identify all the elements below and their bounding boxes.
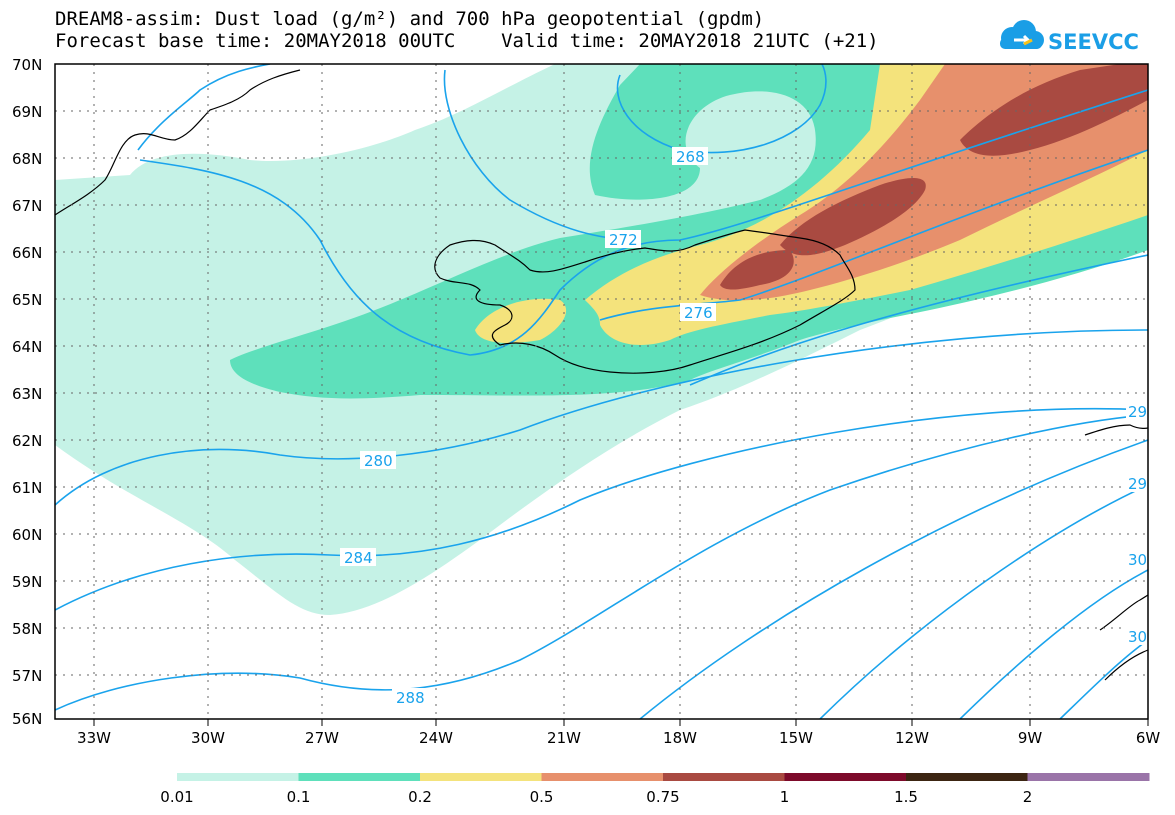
lon-label: 27W — [305, 729, 339, 747]
contour-label-30a: 30 — [1128, 551, 1147, 569]
contour-280-line — [55, 329, 1148, 506]
contour-label-29b: 29 — [1128, 475, 1147, 493]
contour-label-268: 268 — [676, 148, 705, 166]
colorbar-segment — [420, 773, 542, 781]
colorbar-label: 2 — [1023, 788, 1033, 806]
latitude-labels: 70N 69N 68N 67N 66N 65N 64N 63N 62N 61N … — [12, 56, 42, 728]
cloud-icon — [1000, 20, 1044, 49]
lat-label: 67N — [12, 197, 42, 215]
lat-label: 66N — [12, 244, 42, 262]
lat-label: 62N — [12, 432, 42, 450]
colorbar-label: 0.1 — [287, 788, 311, 806]
contour-labels: 268 272 276 280 284 288 29 29 30 30 — [340, 147, 1148, 707]
colorbar-label: 0.01 — [160, 788, 193, 806]
dust-field — [55, 64, 1148, 615]
contour-label-30b: 30 — [1128, 628, 1147, 646]
lon-label: 6W — [1136, 729, 1161, 747]
lat-label: 57N — [12, 667, 42, 685]
lon-label: 24W — [419, 729, 453, 747]
contour-272b-line — [443, 69, 641, 241]
scotland-coast — [1084, 424, 1149, 681]
lat-label: 65N — [12, 291, 42, 309]
lon-label: 15W — [779, 729, 813, 747]
lat-label: 60N — [12, 526, 42, 544]
graticule — [55, 64, 1148, 719]
lat-label: 63N — [12, 385, 42, 403]
lat-label: 69N — [12, 103, 42, 121]
colorbar-segment — [541, 773, 664, 781]
contour-label-29a: 29 — [1128, 403, 1147, 421]
contour-label-272: 272 — [609, 231, 638, 249]
map-title: DREAM8-assim: Dust load (g/m²) and 700 h… — [55, 8, 765, 30]
colorbar-segment — [784, 773, 907, 781]
lon-label: 30W — [191, 729, 225, 747]
iceland-coast — [434, 229, 856, 374]
contour-268-line — [616, 64, 827, 154]
logo-text: SEEVCCC — [1048, 30, 1140, 54]
colorbar-label: 0.75 — [646, 788, 679, 806]
lat-label: 64N — [12, 338, 42, 356]
lat-label: 61N — [12, 479, 42, 497]
dust-band-0-75b — [780, 178, 926, 256]
lat-label: 56N — [12, 710, 42, 728]
map-frame — [54, 63, 1149, 720]
colorbar-segment — [906, 773, 1028, 781]
lon-label: 21W — [547, 729, 581, 747]
contour-30b-line — [1059, 639, 1148, 719]
axis-ticks — [93, 719, 1149, 726]
contour-284-line — [55, 407, 1148, 611]
contour-30a-line — [959, 569, 1148, 719]
geopotential-contours — [55, 64, 1148, 719]
colorbar-segment — [177, 773, 299, 781]
map-subtitle: Forecast base time: 20MAY2018 00UTC Vali… — [55, 30, 879, 52]
longitude-labels: 33W 30W 27W 24W 21W 18W 15W 12W 9W 6W — [77, 729, 1160, 747]
contour-276-line — [599, 149, 1148, 321]
lon-label: 18W — [663, 729, 697, 747]
seevccc-logo: SEEVCCC — [1000, 20, 1140, 54]
lat-label: 70N — [12, 56, 42, 74]
colorbar: 0.01 0.1 0.2 0.5 0.75 1 1.5 2 — [160, 773, 1150, 806]
lon-label: 33W — [77, 729, 111, 747]
colorbar-segment — [298, 773, 421, 781]
colorbar-label: 0.5 — [530, 788, 554, 806]
contour-29b-line — [819, 484, 1148, 719]
colorbar-label: 1.5 — [894, 788, 918, 806]
contour-288-line — [55, 414, 1148, 711]
colorbar-label: 1 — [780, 788, 790, 806]
coastlines — [54, 69, 1149, 681]
lat-label: 59N — [12, 573, 42, 591]
dust-band-0-75c — [960, 64, 1148, 156]
lat-label: 58N — [12, 620, 42, 638]
contour-west-line — [137, 64, 271, 151]
contour-276b-line — [689, 254, 1148, 386]
greenland-coast — [54, 69, 301, 216]
lat-label: 68N — [12, 150, 42, 168]
dust-band-0-2 — [475, 298, 567, 343]
colorbar-segment — [663, 773, 785, 781]
lon-label: 12W — [895, 729, 929, 747]
colorbar-segment — [1027, 773, 1150, 781]
contour-29a-line — [639, 439, 1148, 719]
contour-label-284: 284 — [344, 549, 373, 567]
colorbar-label: 0.2 — [408, 788, 432, 806]
contour-label-276: 276 — [684, 304, 713, 322]
contour-272-line — [139, 89, 1148, 356]
lon-label: 9W — [1018, 729, 1043, 747]
contour-label-288: 288 — [396, 689, 425, 707]
dust-band-0-75 — [720, 250, 794, 290]
contour-label-280: 280 — [364, 452, 393, 470]
